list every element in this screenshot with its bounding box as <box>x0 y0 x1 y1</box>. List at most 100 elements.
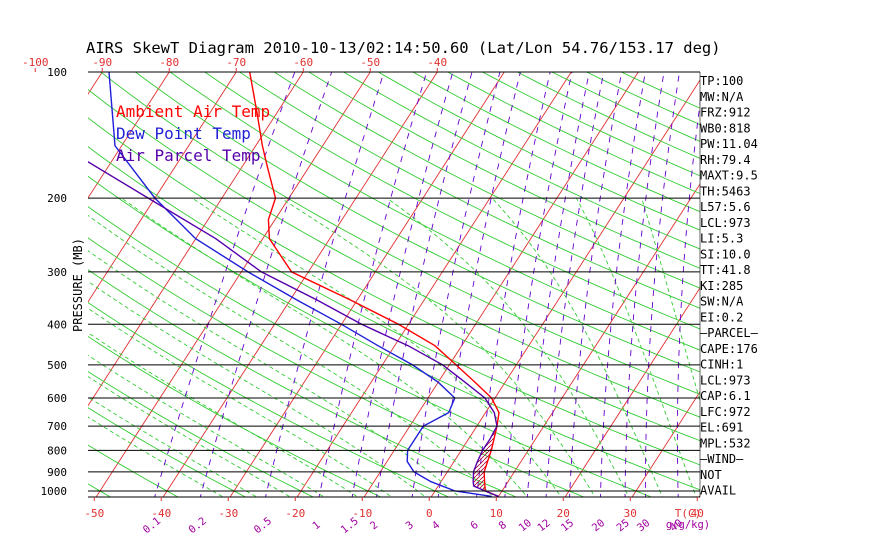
dry-adiabat-line <box>204 72 700 330</box>
dry-adiabat-line <box>343 72 700 250</box>
mixing-ratio-tick-label: 0.5 <box>252 515 274 536</box>
mixing-ratio-line <box>351 72 454 497</box>
mixing-ratio-tick-label: 6 <box>468 519 480 532</box>
bottom-temp-tick-label: -40 <box>151 507 171 520</box>
mixing-ratio-tick-label: 10 <box>517 517 534 534</box>
moist-adiabat-line <box>280 197 596 497</box>
legend-entry-2: Dew Point Temp <box>116 124 251 143</box>
bottom-temp-tick-label: 0 <box>426 507 433 520</box>
bottom-temp-tick-label: -20 <box>285 507 305 520</box>
index-value: CAPE:176 <box>700 342 758 356</box>
isotherm-line <box>95 72 371 497</box>
isotherm-line <box>631 390 700 497</box>
moist-adiabat-line <box>121 197 528 497</box>
index-value: LCL:973 <box>700 216 751 230</box>
mixing-ratio-line <box>624 72 665 497</box>
pressure-tick-label: 900 <box>47 466 67 479</box>
moist-adiabat-line <box>88 416 225 497</box>
moist-adiabat-line <box>192 197 562 497</box>
dry-adiabat-line <box>239 72 700 309</box>
mixing-ratio-tick-label: 2 <box>368 519 380 532</box>
dry-adiabat-line <box>88 88 700 418</box>
moist-adiabat-line <box>386 197 630 497</box>
dry-adiabat-line <box>273 72 700 289</box>
mixing-ratio-line <box>476 72 551 497</box>
dry-adiabat-line <box>447 72 700 195</box>
mixing-ratio-axis-label: g(g/kg) <box>666 519 710 531</box>
dry-adiabat-line <box>100 72 700 395</box>
index-value: MAXT:9.5 <box>700 169 758 183</box>
dry-adiabat-line <box>169 72 700 351</box>
mixing-ratio-line <box>199 72 333 497</box>
index-value: TP:100 <box>700 74 743 88</box>
moist-adiabat-line <box>88 354 325 497</box>
pressure-tick-label: 400 <box>47 318 67 331</box>
isotherm-line <box>0 72 35 500</box>
top-temp-tick-label: -50 <box>360 56 380 69</box>
isotherm-line <box>764 72 870 500</box>
dry-adiabat-line <box>88 146 700 466</box>
x-axis-label: T(C) <box>675 507 702 520</box>
mixing-ratio-line <box>437 72 521 497</box>
index-value: MW:N/A <box>700 90 744 104</box>
mixing-ratio-tick-label: 4 <box>430 519 442 532</box>
mixing-ratio-line <box>154 72 296 497</box>
moist-adiabat-line <box>88 214 495 497</box>
top-temp-tick-label: -40 <box>427 56 447 69</box>
moist-adiabat-line <box>491 197 664 497</box>
bottom-temp-tick-label: 40 <box>691 507 704 520</box>
mixing-ratio-tick-label: 12 <box>535 517 552 534</box>
isotherm-line <box>88 72 170 199</box>
isotherm-line <box>88 72 103 95</box>
dry-adiabat-line <box>88 371 315 497</box>
index-value: LCL:973 <box>700 373 751 387</box>
index-value: TT:41.8 <box>700 263 751 277</box>
isotherm-line <box>88 72 237 303</box>
moist-adiabat-line <box>88 332 359 497</box>
top-temp-tick-label: -80 <box>159 56 179 69</box>
bottom-temp-tick-label: 20 <box>557 507 570 520</box>
mixing-ratio-line <box>569 72 623 497</box>
dry-adiabat-line <box>412 72 700 213</box>
bottom-temp-tick-label: 30 <box>624 507 637 520</box>
index-value: EI:0.2 <box>700 310 743 324</box>
legend-entry-3: Air Parcel Temp <box>116 146 261 165</box>
isotherm-line <box>88 72 304 407</box>
dry-adiabat-line <box>308 72 700 269</box>
index-value: SW:N/A <box>700 295 744 309</box>
legend: Ambient Air Temp Dew Point Temp Air Parcel… <box>116 102 270 165</box>
dry-adiabat-line <box>88 175 700 491</box>
mixing-ratio-line <box>318 72 428 497</box>
index-value: WB0:818 <box>700 121 751 135</box>
index-value: LFC:972 <box>700 405 751 419</box>
top-temp-tick-label: -100 <box>22 56 49 69</box>
mixing-ratio-line <box>545 72 605 497</box>
dry-adiabat-line <box>88 117 700 442</box>
bottom-temp-tick-label: -50 <box>84 507 104 520</box>
chart-title: AIRS SkewT Diagram 2010-10-13/02:14:50.6… <box>86 39 721 57</box>
mixing-ratio-line <box>526 72 590 497</box>
mixing-ratio-line <box>504 72 573 497</box>
dry-adiabat-line <box>482 72 700 177</box>
moist-adiabat-line <box>641 197 700 402</box>
grid-layer <box>0 72 870 500</box>
index-value: SI:10.0 <box>700 247 751 261</box>
isotherm-line <box>497 183 700 497</box>
index-value: —WIND— <box>700 452 744 466</box>
pressure-tick-label: 600 <box>47 392 67 405</box>
isotherm-line <box>430 79 700 497</box>
index-value: FRZ:912 <box>700 106 751 120</box>
top-temp-tick-label: -70 <box>226 56 246 69</box>
index-value: AVAIL <box>700 484 736 498</box>
isotherm-line <box>229 72 505 497</box>
y-axis-label: PRESSURE (MB) <box>71 238 85 332</box>
mixing-ratio-line <box>600 72 646 497</box>
mixing-ratio-tick-label: 0.2 <box>186 515 208 536</box>
ambient-air-temp-line <box>249 72 500 497</box>
mixing-ratio-tick-label: 20 <box>590 517 607 534</box>
index-value: —PARCEL— <box>700 326 759 340</box>
mixing-ratio-tick-label: 1 <box>310 519 322 532</box>
